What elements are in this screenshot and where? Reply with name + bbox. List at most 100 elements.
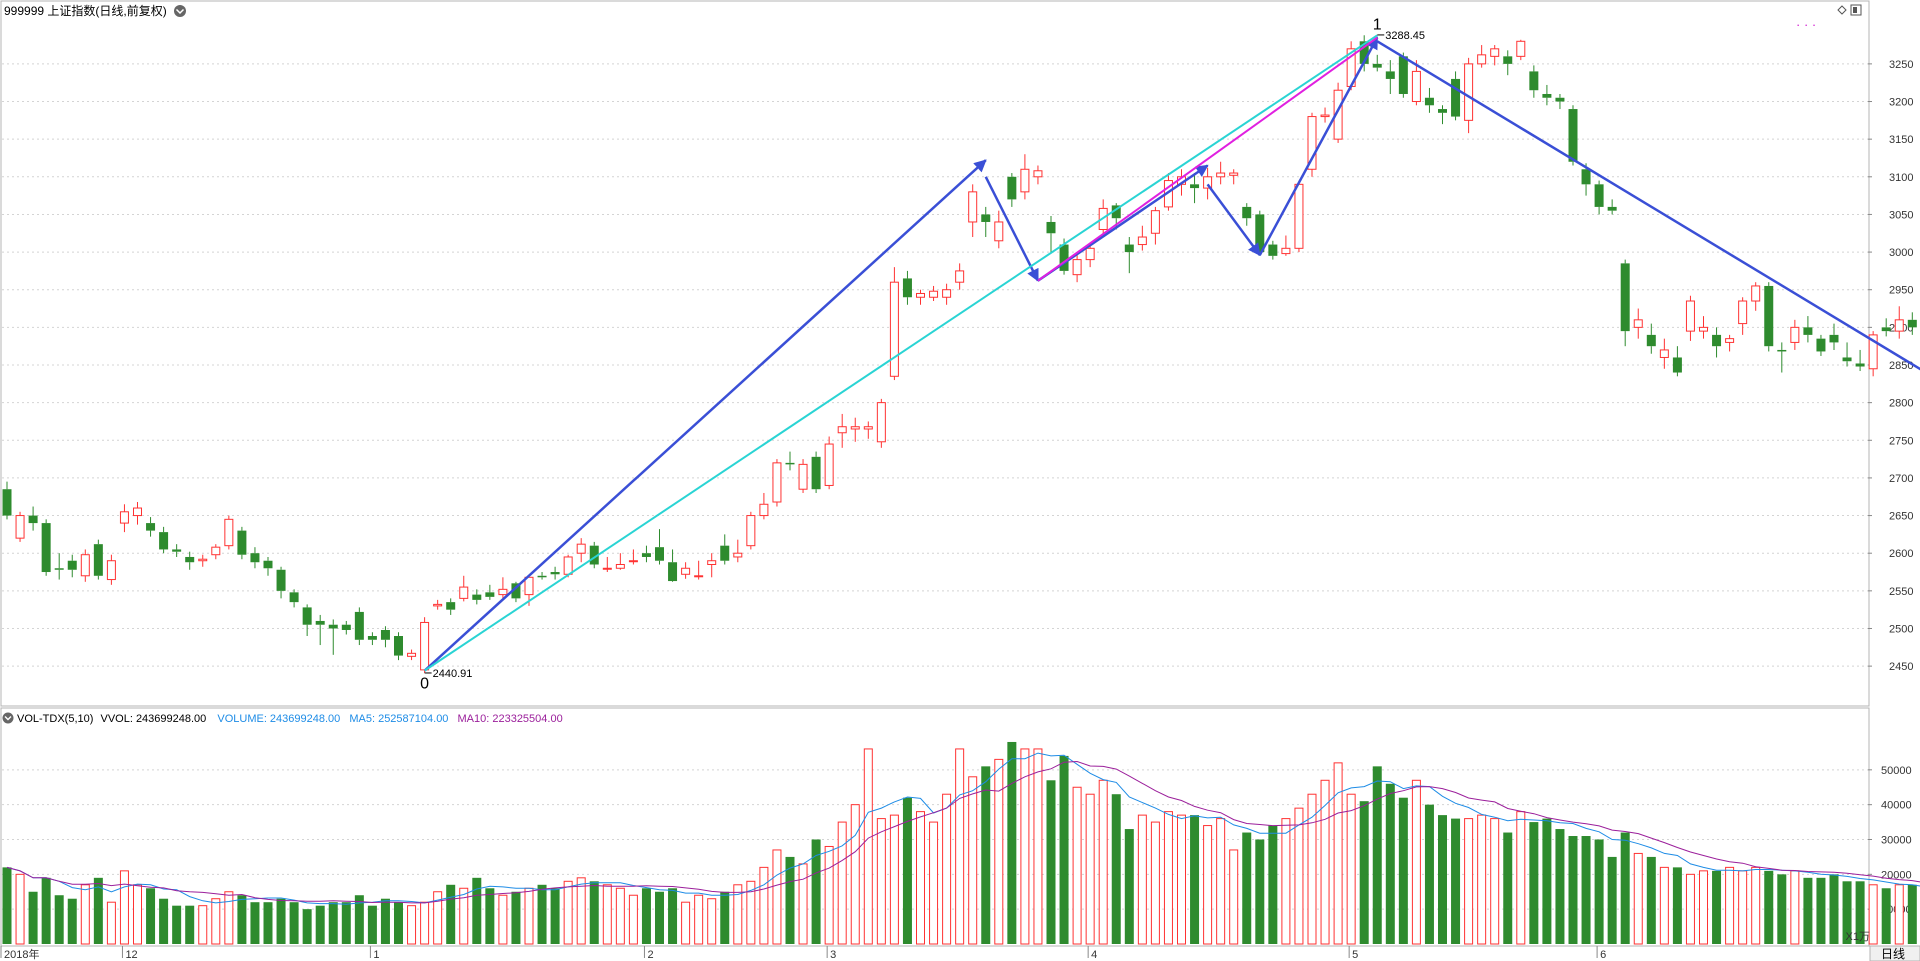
trend-arrow-cyan [424, 34, 1378, 672]
candle-down [354, 607, 364, 646]
candle-body [902, 278, 912, 298]
extreme-price-label: 3288.45 [1385, 30, 1425, 42]
candle-body [472, 594, 482, 600]
candle-body [511, 583, 521, 599]
volume-bar-down [28, 891, 38, 944]
candle-body [133, 507, 142, 517]
volume-bar-down [537, 884, 547, 944]
volume-bar-down [1542, 818, 1552, 944]
volume-bar-down [250, 902, 260, 944]
candle-up [1490, 45, 1500, 66]
ma5-value: MA5: 252587104.00 [349, 713, 448, 725]
candle-down [1672, 346, 1682, 377]
candle-up [1033, 165, 1043, 185]
volume-bar-down [41, 877, 51, 944]
price-tick-label: 2750 [1889, 435, 1913, 447]
diamond-icon[interactable] [1837, 5, 1847, 15]
candle-body [1646, 334, 1656, 347]
candle-up [837, 413, 847, 448]
candle-body [1881, 327, 1891, 332]
candle-down [67, 554, 77, 578]
candle-down [1268, 240, 1278, 260]
candle-down [1529, 65, 1539, 98]
volume-legend: VOL-TDX(5,10) VVOL: 243699248.00 VOLUME:… [17, 713, 563, 725]
trend-arrow-magenta [1037, 36, 1378, 282]
candle-up [955, 263, 965, 290]
candle-body [394, 636, 403, 656]
candle-down [237, 526, 247, 560]
volume-bar-up [837, 821, 847, 945]
volume-bar-up [1464, 818, 1474, 945]
volume-bar-up [772, 849, 782, 945]
candle-body [1085, 247, 1095, 261]
candle-body [1216, 172, 1226, 178]
candle-down [1712, 327, 1722, 358]
candle-body [367, 636, 377, 640]
candle-body [746, 515, 756, 547]
volume-bar-down [655, 891, 664, 944]
period-button[interactable] [1869, 945, 1920, 961]
candle-body [276, 569, 286, 591]
volume-bar-down [1842, 881, 1852, 944]
candle-up [1868, 331, 1878, 377]
volume-bar-down [1372, 766, 1382, 944]
volume-bar-down [276, 898, 286, 944]
volume-bar-down [93, 877, 103, 944]
volume-bar-down [146, 888, 156, 944]
volume-bar-down [367, 905, 377, 944]
price-tick-label: 2850 [1889, 360, 1913, 372]
candle-body [146, 523, 156, 531]
volume-bar-up [1751, 866, 1761, 945]
candle-body [1111, 205, 1121, 219]
volume-bar-up [1333, 762, 1343, 945]
volume-bar-down [2, 867, 12, 944]
candle-body [485, 592, 495, 597]
price-tick-label: 2650 [1889, 511, 1913, 523]
price-tick-label: 2700 [1889, 473, 1913, 485]
volume-dropdown-icon[interactable] [2, 712, 14, 724]
window-toggle-icon[interactable] [1850, 4, 1862, 16]
volume-unit-label: X1万 [1846, 931, 1870, 943]
candle-body [1307, 116, 1317, 170]
volume-tick-label: 50000 [1881, 765, 1912, 777]
volume-bar-down [485, 888, 495, 944]
volume-bar-up [615, 887, 625, 945]
candle-body [1020, 168, 1030, 193]
candle-down [1777, 342, 1787, 373]
volume-bar-up [211, 898, 221, 945]
volume-bar-up [1216, 818, 1226, 945]
candle-body [1751, 285, 1761, 302]
volume-bar-up [1725, 866, 1735, 945]
candle-down [172, 544, 182, 557]
volume-bar-down [1881, 888, 1891, 944]
volume-moving-averages [6, 752, 1920, 905]
candle-body [655, 547, 664, 561]
candle-body [1568, 109, 1578, 162]
candle-body [250, 553, 260, 563]
candle-body [759, 503, 769, 517]
candle-body [1725, 338, 1735, 343]
candle-body [563, 556, 573, 575]
candle-body [185, 556, 195, 563]
volume-bar-down [1385, 783, 1395, 944]
candle-down [785, 451, 795, 471]
price-tick-label: 2500 [1889, 623, 1913, 635]
candle-body [1477, 54, 1487, 65]
volume-bar-down [54, 895, 64, 944]
candle-body [981, 214, 991, 222]
candle-body [1672, 357, 1682, 373]
candle-up [1307, 112, 1317, 177]
chart-title: 999999 上证指数(日线,前复权) [4, 3, 167, 18]
candle-body [263, 560, 273, 569]
volume-bar-down [1777, 874, 1787, 944]
candle-up [198, 554, 208, 567]
candle-body [1411, 70, 1421, 103]
candle-up [407, 649, 417, 661]
title-dropdown-icon[interactable] [174, 5, 186, 17]
candle-down [1881, 318, 1891, 337]
volume-bar-up [929, 821, 939, 945]
candle-body [720, 545, 730, 561]
candle-body [1620, 263, 1630, 332]
candle-body [1072, 259, 1082, 276]
